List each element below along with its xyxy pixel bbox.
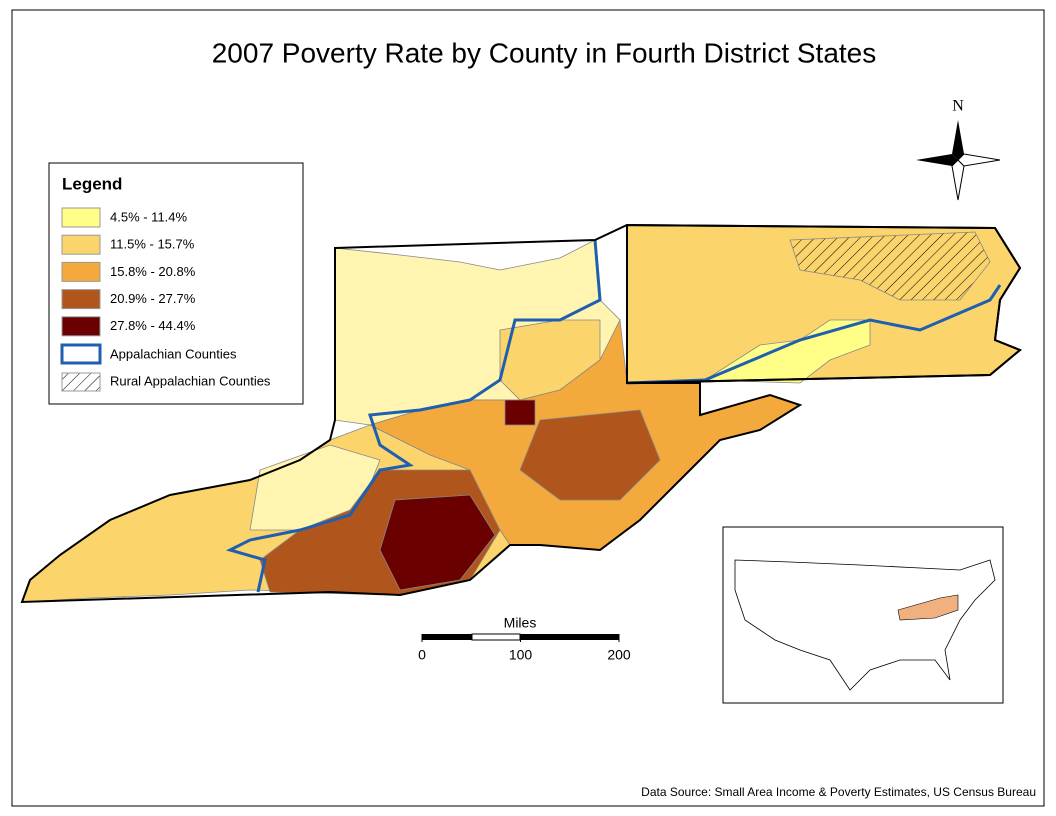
scale-bar: Miles 0 100 200 (418, 615, 631, 663)
arrow-n (952, 120, 964, 160)
wv-county (504, 399, 536, 426)
scale-tick-label: 200 (607, 647, 631, 663)
legend-title: Legend (62, 174, 122, 193)
arrow-w (916, 154, 958, 166)
arrow-e (957, 153, 1001, 167)
legend-swatch (61, 289, 101, 310)
legend-swatch (61, 316, 101, 337)
wv-high (519, 409, 661, 501)
title: 2007 Poverty Rate by County in Fourth Di… (212, 37, 877, 68)
legend-label: 11.5% - 15.7% (110, 237, 195, 252)
legend-swatch (61, 372, 101, 392)
scale-tick-label: 0 (418, 647, 426, 663)
north-arrow: N (916, 98, 1001, 201)
appalachian-boundary-pa (626, 284, 1002, 385)
legend-swatch (60, 343, 102, 365)
us-outline (734, 559, 996, 691)
legend-label: Rural Appalachian Counties (110, 373, 271, 388)
legend-label: 15.8% - 20.8% (110, 264, 196, 279)
legend-label: 20.9% - 27.7% (110, 291, 196, 306)
legend-label: Appalachian Counties (110, 346, 237, 361)
scale-seg (422, 634, 472, 640)
scale-label: Miles (504, 615, 537, 631)
legend-swatch (61, 234, 101, 255)
legend-swatch (61, 261, 101, 282)
legend-swatch (61, 207, 101, 228)
legend-box (48, 162, 304, 405)
inset-map (722, 526, 1004, 704)
scale-seg (520, 634, 619, 640)
scale-tick-label: 100 (509, 647, 533, 663)
kentucky-core (379, 494, 496, 591)
pa-rural (789, 231, 991, 301)
appalachian-boundary (225, 239, 602, 593)
legend-label: 4.5% - 11.4% (110, 209, 188, 224)
inset-district (897, 594, 959, 621)
legend-label: 27.8% - 44.4% (110, 318, 196, 333)
legend: Legend 4.5% - 11.4% 11.5% - 15.7% 15.8% - … (48, 162, 304, 405)
north-label: N (952, 98, 964, 115)
data-source: Data Source: Small Area Income & Poverty… (641, 785, 1036, 799)
scale-seg (471, 633, 521, 641)
pa-outline (626, 223, 1022, 385)
